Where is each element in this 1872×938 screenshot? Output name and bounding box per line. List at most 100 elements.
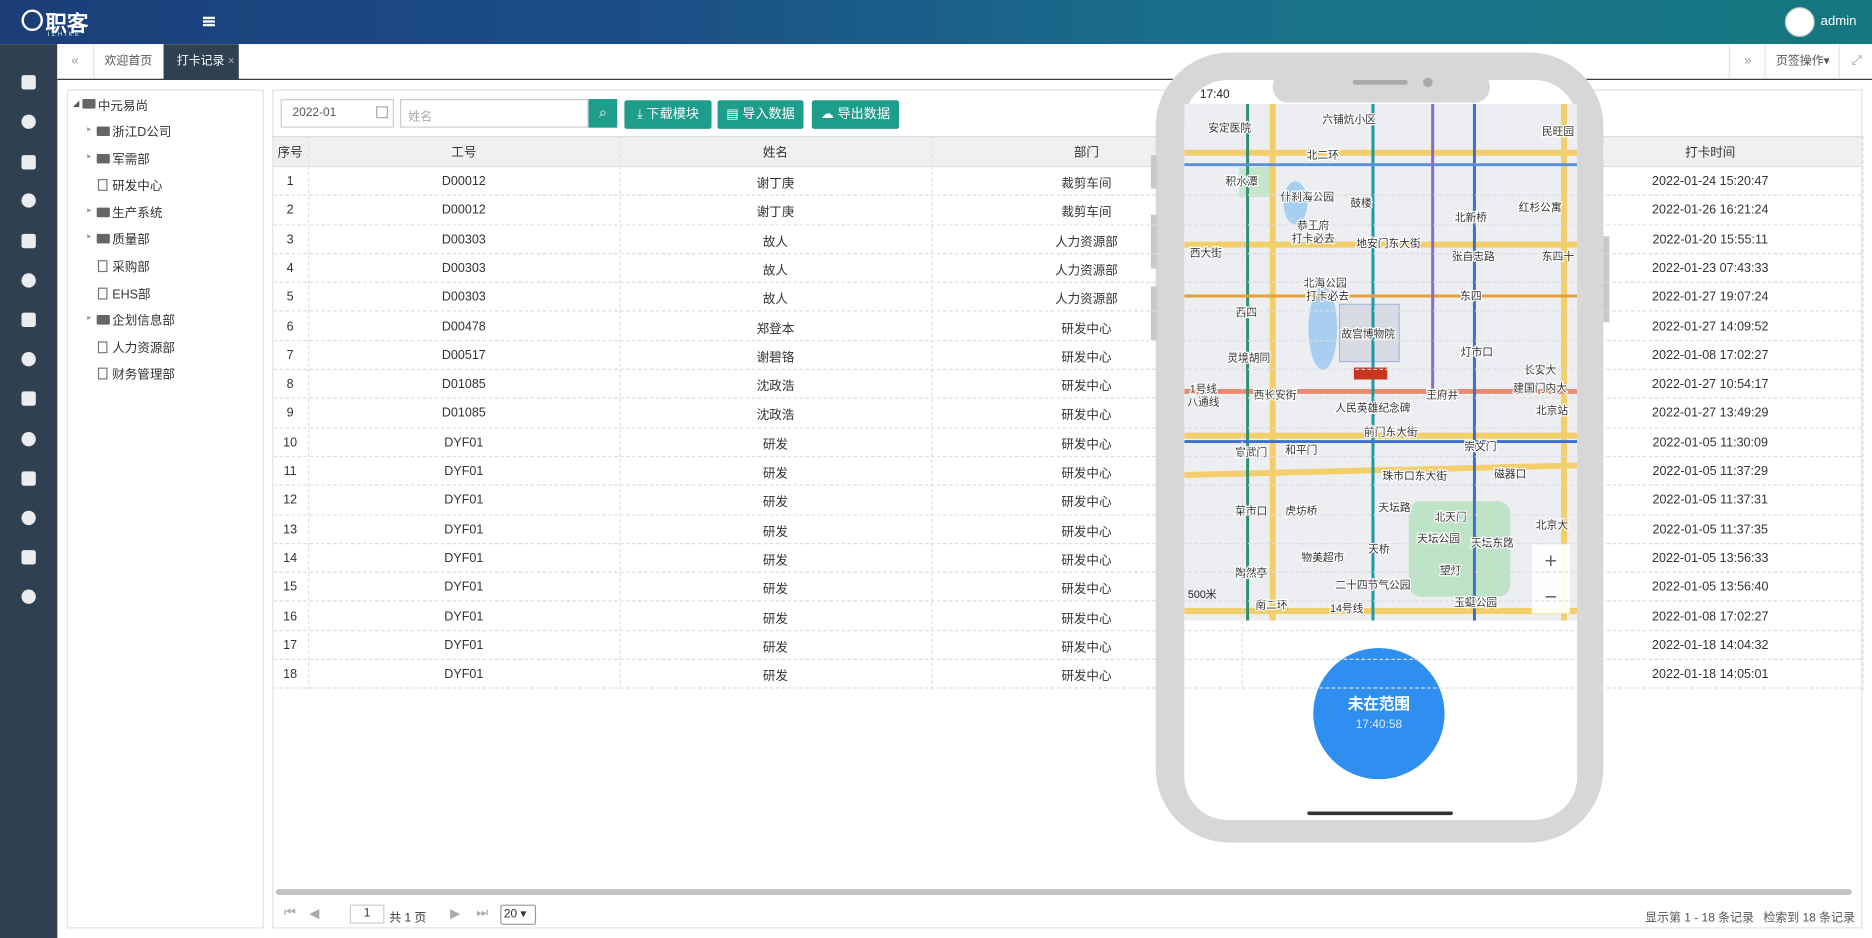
avatar[interactable] xyxy=(1784,7,1815,37)
table-row[interactable] xyxy=(273,631,1862,661)
table-row[interactable] xyxy=(273,167,1862,197)
column-header[interactable]: 部门 xyxy=(1073,145,1099,160)
map-label: 打卡必去 xyxy=(1306,290,1349,303)
import-button[interactable]: ▤ 导入数据 xyxy=(717,100,804,129)
sidebar-icon[interactable] xyxy=(21,193,36,208)
button-label: 下载模块 xyxy=(646,107,699,122)
tree-root[interactable]: 中元易尚 xyxy=(97,99,149,114)
tree-node[interactable]: 研发中心 xyxy=(112,179,163,194)
sidebar-icon[interactable] xyxy=(21,75,36,90)
menu-toggle[interactable] xyxy=(202,16,215,27)
tree-node[interactable]: 质量部 xyxy=(112,233,150,248)
tree-node[interactable]: 生产系统 xyxy=(112,206,163,221)
scrollbar[interactable] xyxy=(275,889,1852,896)
sidebar-icon[interactable] xyxy=(21,114,36,129)
table-row[interactable] xyxy=(273,283,1862,313)
tab-next[interactable]: » xyxy=(1728,44,1766,79)
sidebar-icon[interactable] xyxy=(21,233,36,249)
table-row[interactable] xyxy=(273,660,1862,690)
pager-last[interactable]: ⏭ xyxy=(476,905,489,921)
table-cell: 谢丁庚 xyxy=(756,205,795,220)
table-row[interactable] xyxy=(273,196,1862,226)
tab-menu[interactable]: 页签操作▾ xyxy=(1764,44,1840,79)
table-row[interactable] xyxy=(273,602,1862,632)
tree-node[interactable]: EHS部 xyxy=(112,287,151,302)
table-row[interactable] xyxy=(273,457,1862,487)
table-row[interactable] xyxy=(273,254,1862,284)
search-button[interactable]: ⌕ xyxy=(588,99,618,128)
export-button[interactable]: ☁ 导出数据 xyxy=(811,100,899,129)
column-header[interactable]: 姓名 xyxy=(762,145,788,160)
sidebar-icon[interactable] xyxy=(21,589,36,604)
tree-node[interactable]: 浙江D公司 xyxy=(112,125,172,140)
table-row[interactable] xyxy=(273,515,1862,545)
download-button[interactable]: ⤓ 下载模块 xyxy=(624,100,712,129)
sidebar-icon[interactable] xyxy=(21,550,36,565)
zoom-in[interactable]: + xyxy=(1545,549,1558,573)
tree-toggle[interactable]: ▸ xyxy=(87,314,92,323)
sidebar-icon[interactable] xyxy=(21,273,36,288)
table-cell: DYF01 xyxy=(444,609,484,624)
table-cell: 研发中心 xyxy=(1061,321,1112,336)
tree-toggle[interactable]: ▸ xyxy=(87,152,92,161)
column-header[interactable]: 打卡时间 xyxy=(1685,145,1736,160)
table-row[interactable] xyxy=(273,486,1862,516)
pager-first[interactable]: ⏮ xyxy=(284,905,296,921)
table-cell: 17 xyxy=(283,638,298,653)
month-value: 2022-01 xyxy=(292,106,337,120)
table-cell: 2022-01-18 14:04:32 xyxy=(1652,638,1769,653)
tree-node[interactable]: 企划信息部 xyxy=(112,314,175,329)
palace xyxy=(1338,303,1400,363)
sidebar-icon[interactable] xyxy=(21,352,36,367)
pager-next[interactable]: ▶ xyxy=(450,906,461,922)
page-input[interactable]: 1 xyxy=(349,904,385,924)
table-row[interactable] xyxy=(273,341,1862,371)
tree-toggle[interactable]: ▸ xyxy=(87,206,92,215)
check-button[interactable] xyxy=(1313,648,1445,780)
pager-prev[interactable]: ◀ xyxy=(309,906,320,922)
table-row[interactable] xyxy=(273,312,1862,342)
table-row[interactable] xyxy=(273,428,1862,458)
tree-toggle[interactable]: ▸ xyxy=(87,125,92,134)
table-row[interactable] xyxy=(273,399,1862,429)
map-label: 北新桥 xyxy=(1455,211,1487,224)
tab-prev[interactable]: « xyxy=(57,44,95,79)
sidebar-icon[interactable] xyxy=(21,155,36,170)
logo: 职客 xyxy=(45,11,89,36)
tree-toggle[interactable]: ◢ xyxy=(72,100,80,109)
zoom-out[interactable]: − xyxy=(1545,585,1558,609)
sidebar-icon[interactable] xyxy=(21,391,36,406)
page-display: 显示第 1 - 18 条记录 xyxy=(1645,911,1754,925)
column-header[interactable]: 工号 xyxy=(451,145,477,160)
table-row[interactable] xyxy=(273,544,1862,574)
tab-active[interactable]: 打卡记录 × xyxy=(163,44,239,80)
sidebar-icon[interactable] xyxy=(21,312,36,327)
tree-node[interactable]: 采购部 xyxy=(112,260,150,275)
table-row[interactable] xyxy=(273,370,1862,400)
tree-toggle[interactable]: ▸ xyxy=(87,233,92,242)
table-cell: 研发中心 xyxy=(1061,553,1112,568)
tree-node[interactable]: 人力资源部 xyxy=(112,341,175,356)
map-label: 六铺炕小区 xyxy=(1322,113,1376,126)
tree-node[interactable]: 财务管理部 xyxy=(112,368,175,383)
table-cell: 2022-01-05 11:37:29 xyxy=(1652,464,1768,479)
lake xyxy=(1308,286,1338,370)
map-label: 东四 xyxy=(1460,290,1481,303)
month-input[interactable]: 2022-01 xyxy=(280,99,394,128)
name-input[interactable]: 姓名 xyxy=(399,99,589,128)
table-cell: 12 xyxy=(283,493,298,508)
fullscreen[interactable]: ⤢ xyxy=(1838,44,1872,79)
tree-node[interactable]: 军需部 xyxy=(112,152,150,167)
logo-sub: IZHIKE xyxy=(47,31,82,39)
metro-lines xyxy=(1184,103,1578,621)
page-size[interactable]: 20 ▾ xyxy=(500,904,537,925)
tab-close[interactable]: × xyxy=(227,54,235,69)
sidebar-icon[interactable] xyxy=(21,471,36,486)
user-name[interactable]: admin xyxy=(1820,14,1857,29)
sidebar-icon[interactable] xyxy=(21,432,36,447)
table-row[interactable] xyxy=(273,573,1862,603)
table-row[interactable] xyxy=(273,225,1862,255)
column-header[interactable]: 序号 xyxy=(277,145,303,160)
sidebar-icon[interactable] xyxy=(21,510,36,526)
